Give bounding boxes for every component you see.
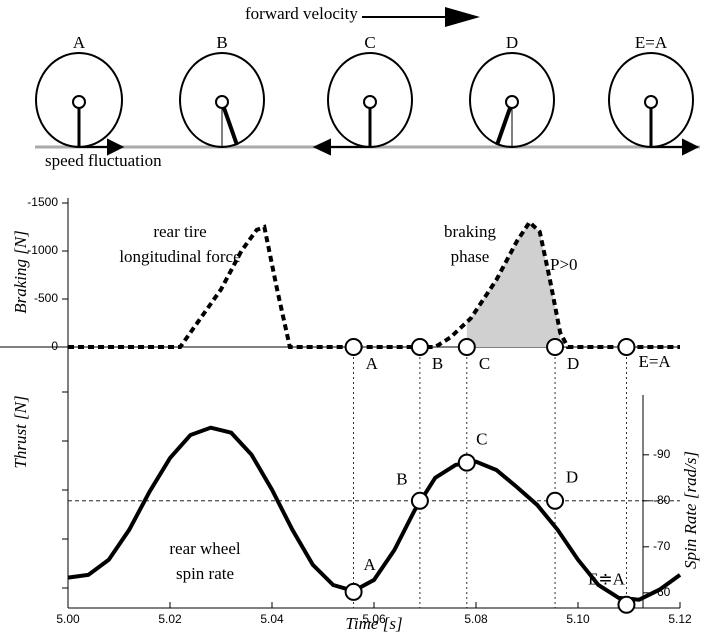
spin-label: A [363,555,376,574]
event-label: E=A [638,352,671,371]
spin-marker [546,491,565,510]
spin-label: E≑A [588,570,626,589]
y2-tick-label: -80 [653,493,671,507]
power-label: P>0 [550,255,578,274]
spin-marker [410,491,429,510]
event-marker [546,338,565,356]
shade-label: phase [451,247,490,266]
x-tick-label: 5.10 [566,612,590,626]
spin-line [67,425,682,602]
spin-label: B [396,470,407,489]
spin-label: C [476,430,487,449]
y2-label: Spin Rate [rad/s] [681,451,700,569]
forward-label: forward velocity [245,4,358,23]
arrow-head [445,7,480,27]
spin-label: D [566,468,578,487]
spin-marker [617,595,636,614]
y-tick-label: -1000 [27,243,58,257]
x-tick-label: 5.06 [362,612,386,626]
wheels [35,52,694,148]
shade-label: braking [444,222,496,241]
y-label-lower: Thrust [N] [11,395,30,468]
event-marker [410,338,429,356]
spin-marker [344,582,363,601]
series-label: spin rate [176,564,234,583]
event-marker [457,338,476,356]
wheel-label: C [364,33,375,52]
event-label: A [366,354,379,373]
series-label: longitudinal force [119,247,240,266]
wheel-label: A [73,33,86,52]
wheel-label: B [216,33,227,52]
braking-line [68,219,680,349]
y2-tick-label: -90 [653,447,671,461]
braking-shade [466,222,561,347]
y-tick-label: 0 [51,339,58,353]
wheel-label: D [506,33,518,52]
thrust-ticks [62,391,68,589]
x-tick-label: 5.02 [158,612,182,626]
x-tick-label: 5.04 [260,612,284,626]
series-label: rear wheel [169,539,241,558]
y2-tick-label: -70 [653,539,671,553]
y-label: Braking [N] [11,230,30,314]
y-tick-label: -500 [34,291,58,305]
x-label: Time [s] [345,614,402,633]
series-label: rear tire [153,222,206,241]
event-label: D [567,354,579,373]
wheel-label: E=A [635,33,668,52]
x-tick-label: 5.08 [464,612,488,626]
x-tick-label: 5.00 [56,612,80,626]
event-marker [617,338,636,356]
event-marker [344,338,363,356]
x-tick-label: 5.12 [668,612,692,626]
fluctuation-label: speed fluctuation [45,151,162,170]
event-label: C [479,354,490,373]
fluctuation-arrows [79,138,700,156]
y-tick-label: -1500 [27,195,58,209]
event-label: B [432,354,443,373]
spin-marker [457,453,476,472]
